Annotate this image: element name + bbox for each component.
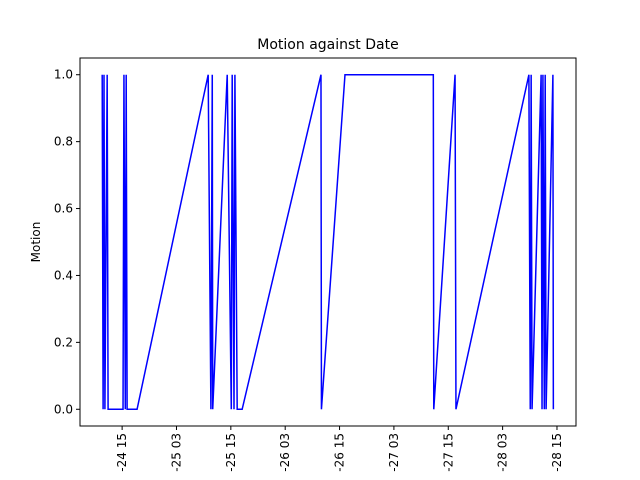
x-tick-label: -27 15 <box>441 433 455 472</box>
y-tick-label: 0.2 <box>54 335 73 349</box>
y-tick-label: 0.6 <box>54 202 73 216</box>
y-axis-label: Motion <box>29 222 43 263</box>
x-tick-label: -24 15 <box>115 433 129 472</box>
x-tick-label: -27 03 <box>387 433 401 472</box>
plot-frame <box>79 57 577 427</box>
y-tick-label: 1.0 <box>54 68 73 82</box>
x-tick-label: -25 15 <box>224 433 238 472</box>
y-tick-label: 0.4 <box>54 268 73 282</box>
x-tick-label: -28 15 <box>550 433 564 472</box>
x-tick-label: -25 03 <box>169 433 183 472</box>
chart-title: Motion against Date <box>257 37 398 53</box>
x-tick-label: -28 03 <box>496 433 510 472</box>
data-line <box>101 73 555 411</box>
y-tick-label: 0.0 <box>54 402 73 416</box>
x-tick-label: -26 15 <box>333 433 347 472</box>
y-tick-label: 0.8 <box>54 135 73 149</box>
x-tick-label: -26 03 <box>278 433 292 472</box>
